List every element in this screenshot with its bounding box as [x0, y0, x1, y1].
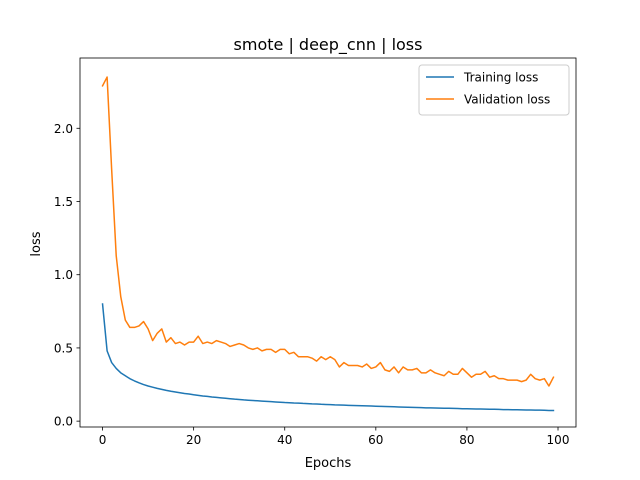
y-axis-label: loss	[29, 231, 44, 256]
legend-label: Training loss	[463, 71, 538, 85]
x-tick-label: 20	[186, 433, 201, 447]
y-tick-label: 0.0	[54, 415, 73, 429]
x-tick-label: 40	[277, 433, 292, 447]
x-tick-label: 80	[459, 433, 474, 447]
chart-title: smote | deep_cnn | loss	[234, 35, 423, 55]
series-line-validation-loss	[101, 76, 555, 387]
y-tick-label: 1.5	[54, 195, 73, 209]
x-axis-label: Epochs	[305, 456, 352, 471]
y-tick-label: 1.0	[54, 268, 73, 282]
y-tick-label: 0.5	[54, 341, 73, 355]
series-line-training-loss	[101, 303, 555, 412]
legend-box	[418, 64, 570, 116]
x-tick-label: 60	[368, 433, 383, 447]
x-tick-label: 100	[547, 433, 570, 447]
x-tick-label: 0	[99, 433, 107, 447]
y-tick-label: 2.0	[54, 122, 73, 136]
axes-frame	[79, 57, 577, 428]
legend: Training loss Validation loss	[418, 64, 570, 116]
legend-label: Validation loss	[464, 93, 550, 107]
plot-area: 0 20 40 60 80 100 0.0 0.5 1.0 1.5 2.0	[54, 57, 577, 447]
